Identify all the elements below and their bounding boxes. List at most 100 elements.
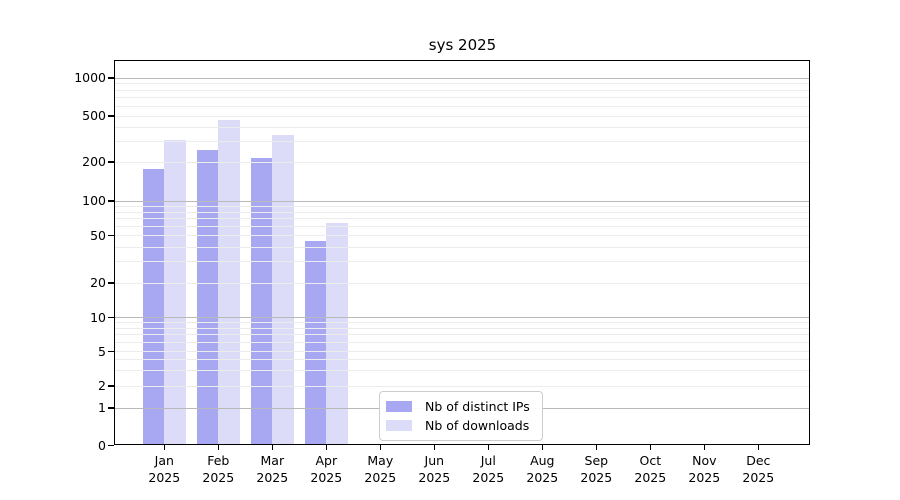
- x-tick-mark-oct: [649, 445, 651, 450]
- gridline-major-100: [115, 200, 810, 202]
- x-tick-label-oct: Oct 2025: [618, 452, 682, 486]
- x-tick-month: May: [367, 453, 394, 468]
- x-tick-label-aug: Aug 2025: [510, 452, 574, 486]
- y-tick-label-1: 1: [98, 400, 106, 415]
- x-tick-label-feb: Feb 2025: [186, 452, 250, 486]
- bar-distinct-ips-mar: [251, 158, 273, 445]
- x-tick-label-jan: Jan 2025: [132, 452, 196, 486]
- gridline-minor-80: [115, 211, 810, 213]
- x-tick-month: Mar: [260, 453, 285, 468]
- gridline-minor-8: [115, 327, 810, 329]
- y-tick-mark-5: [108, 350, 114, 353]
- y-tick-mark-50: [108, 234, 114, 237]
- x-tick-label-dec: Dec 2025: [726, 452, 790, 486]
- gridline-minor-700: [115, 97, 810, 99]
- y-tick-label-200: 200: [82, 154, 106, 169]
- x-tick-month: Dec: [746, 453, 771, 468]
- gridline-minor-900: [115, 83, 810, 85]
- y-tick-label-0: 0: [98, 437, 106, 453]
- gridline-minor-60: [115, 225, 810, 227]
- x-tick-label-apr: Apr 2025: [294, 452, 358, 486]
- y-tick-mark-200: [108, 161, 114, 163]
- x-tick-label-nov: Nov 2025: [672, 452, 736, 486]
- gridline-minor-7: [115, 334, 810, 336]
- x-tick-month: Nov: [692, 453, 717, 468]
- x-tick-month: Jul: [480, 453, 496, 468]
- gridline-minor-800: [115, 89, 810, 91]
- x-tick-year: 2025: [148, 470, 181, 485]
- x-tick-label-jul: Jul 2025: [456, 452, 520, 486]
- x-tick-year: 2025: [364, 470, 397, 485]
- x-tick-mark-mar: [271, 445, 273, 450]
- bar-downloads-mar: [272, 134, 294, 445]
- gridline-minor-9: [115, 322, 810, 324]
- legend-label-downloads: Nb of downloads: [425, 418, 530, 433]
- x-tick-mark-nov: [703, 445, 705, 450]
- gridline-minor-70: [115, 218, 810, 220]
- x-tick-month: Feb: [207, 453, 230, 468]
- x-tick-label-jun: Jun 2025: [402, 452, 466, 486]
- gridline-minor-3: [115, 370, 810, 372]
- gridline-minor-4: [115, 359, 810, 361]
- x-tick-label-may: May 2025: [348, 452, 412, 486]
- gridline-minor-500: [115, 115, 810, 117]
- x-tick-year: 2025: [310, 470, 343, 485]
- gridline-minor-2: [115, 385, 810, 387]
- legend-swatch-downloads: [386, 420, 412, 431]
- bar-downloads-apr: [326, 223, 348, 445]
- y-tick-label-5: 5: [98, 343, 106, 359]
- bar-downloads-jan: [164, 139, 186, 445]
- gridline-minor-600: [115, 105, 810, 107]
- legend-label-distinct-ips: Nb of distinct IPs: [425, 399, 530, 414]
- gridline-minor-6: [115, 342, 810, 344]
- x-tick-mark-sep: [595, 445, 597, 450]
- gridline-minor-90: [115, 205, 810, 207]
- x-tick-label-mar: Mar 2025: [240, 452, 304, 486]
- x-tick-mark-jun: [433, 445, 435, 450]
- x-tick-year: 2025: [202, 470, 235, 485]
- y-tick-label-500: 500: [82, 108, 106, 123]
- x-tick-year: 2025: [418, 470, 451, 485]
- x-tick-month: Apr: [315, 453, 338, 468]
- x-tick-year: 2025: [634, 470, 667, 485]
- x-tick-label-sep: Sep 2025: [564, 452, 628, 486]
- legend-item-downloads: Nb of downloads: [386, 417, 533, 434]
- gridline-minor-50: [115, 235, 810, 236]
- y-tick-mark-1: [108, 407, 114, 409]
- gridline-major-10: [115, 317, 810, 318]
- gridline-minor-400: [115, 126, 810, 128]
- x-tick-mark-dec: [757, 445, 759, 450]
- y-tick-label-2: 2: [98, 378, 106, 393]
- x-tick-year: 2025: [580, 470, 613, 485]
- x-tick-month: Jun: [424, 453, 445, 468]
- y-tick-mark-0: [108, 444, 114, 447]
- legend-swatch-distinct-ips: [386, 401, 412, 412]
- y-tick-mark-500: [108, 115, 114, 117]
- x-tick-year: 2025: [526, 470, 559, 485]
- y-tick-mark-10: [108, 316, 114, 319]
- y-tick-label-10: 10: [90, 309, 106, 325]
- x-tick-mark-feb: [217, 445, 219, 450]
- bar-distinct-ips-feb: [197, 149, 219, 445]
- y-tick-label-1000: 1000: [74, 70, 106, 85]
- gridline-minor-5: [115, 351, 810, 352]
- gridline-minor-200: [115, 161, 810, 163]
- x-tick-month: Oct: [639, 453, 662, 468]
- x-tick-mark-may: [379, 445, 381, 450]
- y-tick-label-100: 100: [82, 193, 106, 208]
- x-tick-month: Sep: [584, 453, 609, 468]
- y-tick-mark-2: [108, 385, 114, 387]
- chart-title: sys 2025: [428, 36, 497, 54]
- legend-item-distinct-ips: Nb of distinct IPs: [386, 398, 533, 415]
- x-tick-mark-jul: [487, 445, 489, 450]
- y-tick-label-50: 50: [90, 227, 106, 243]
- y-tick-label-20: 20: [90, 275, 106, 290]
- gridline-minor-40: [115, 246, 810, 248]
- x-tick-year: 2025: [472, 470, 505, 485]
- gridline-minor-20: [115, 282, 810, 284]
- gridline-major-1000: [115, 77, 810, 79]
- x-tick-month: Aug: [530, 453, 555, 468]
- gridline-minor-30: [115, 261, 810, 263]
- x-tick-year: 2025: [256, 470, 289, 485]
